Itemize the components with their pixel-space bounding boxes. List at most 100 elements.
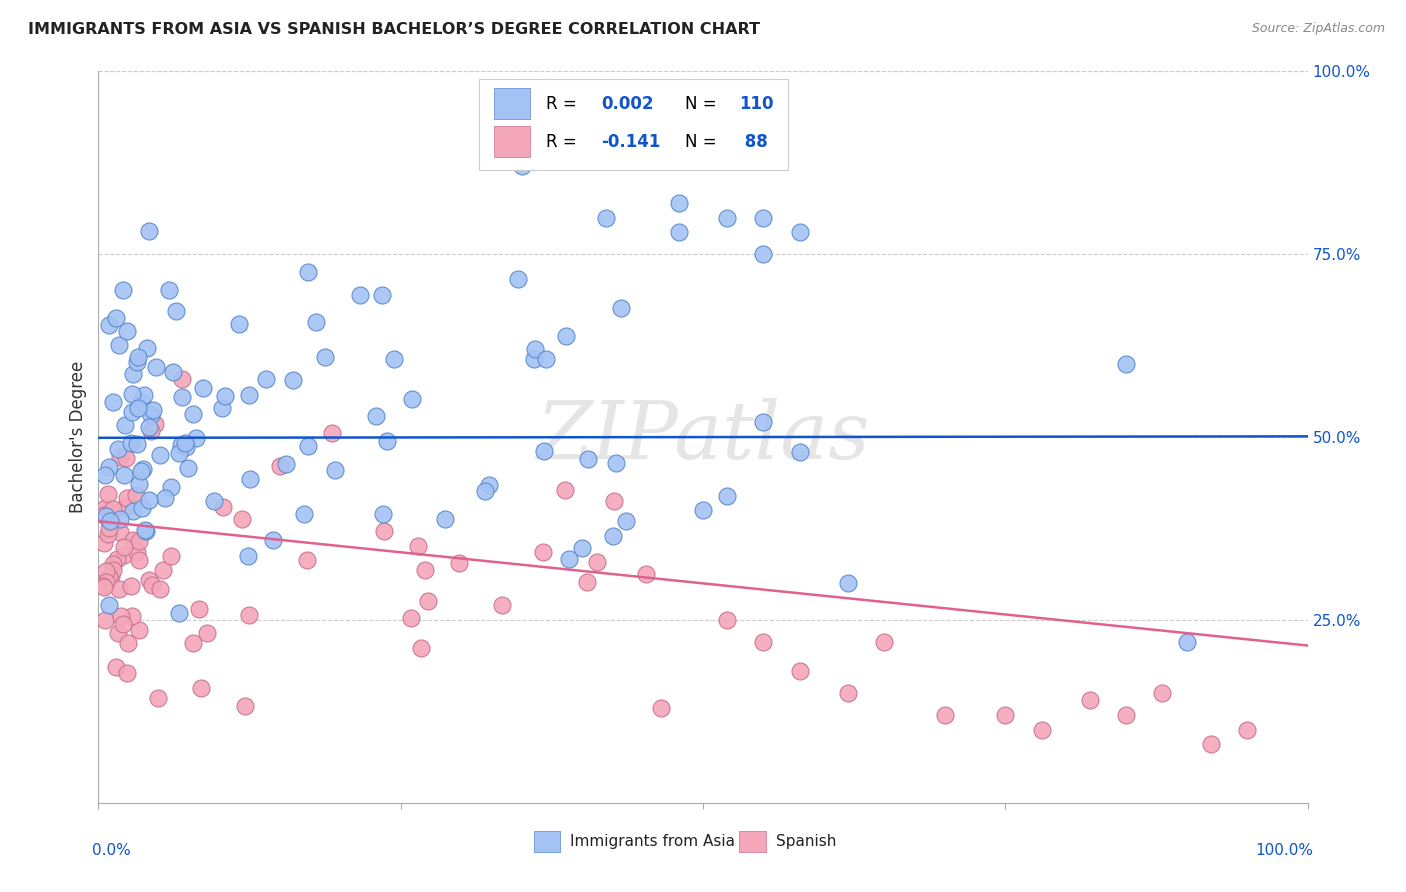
Point — [115, 665, 138, 680]
Point — [605, 456, 627, 470]
Point — [149, 448, 172, 462]
Point — [668, 225, 690, 239]
Point — [125, 437, 148, 451]
Point — [1152, 686, 1174, 700]
Point — [321, 426, 343, 441]
Point — [146, 691, 169, 706]
Point — [107, 626, 129, 640]
Point — [554, 328, 576, 343]
Point — [274, 457, 297, 471]
Bar — [494, 126, 530, 157]
Point — [124, 488, 146, 502]
Bar — [740, 831, 766, 852]
Point — [595, 211, 617, 225]
Point — [121, 609, 143, 624]
Point — [132, 387, 155, 401]
Point — [576, 452, 599, 467]
Point — [370, 287, 392, 301]
Point — [93, 467, 115, 482]
Point — [108, 524, 131, 539]
Point — [716, 489, 738, 503]
Point — [135, 342, 157, 356]
Point — [349, 287, 371, 301]
Text: IMMIGRANTS FROM ASIA VS SPANISH BACHELOR’S DEGREE CORRELATION CHART: IMMIGRANTS FROM ASIA VS SPANISH BACHELOR… — [28, 22, 761, 37]
Point — [101, 502, 124, 516]
Point — [141, 402, 163, 417]
Point — [100, 569, 122, 583]
Point — [375, 434, 398, 448]
Point — [373, 524, 395, 539]
Text: R =: R = — [546, 133, 582, 151]
Point — [789, 444, 811, 458]
Point — [254, 372, 277, 386]
Point — [145, 359, 167, 374]
Point — [1236, 723, 1258, 737]
Point — [94, 564, 117, 578]
Point — [166, 303, 188, 318]
Point — [478, 477, 501, 491]
Text: 100.0%: 100.0% — [1256, 843, 1313, 858]
Point — [211, 401, 233, 415]
Point — [100, 515, 122, 529]
Point — [160, 480, 183, 494]
Point — [716, 211, 738, 225]
Point — [1199, 737, 1222, 751]
Point — [167, 446, 190, 460]
Point — [105, 552, 128, 566]
Point — [94, 575, 117, 590]
Point — [314, 351, 336, 365]
Point — [305, 315, 328, 329]
Point — [129, 464, 152, 478]
Point — [752, 247, 775, 261]
Point — [575, 575, 598, 590]
Point — [121, 405, 143, 419]
Point — [406, 539, 429, 553]
Point — [184, 431, 207, 445]
Point — [114, 418, 136, 433]
Point — [94, 508, 117, 523]
Point — [152, 563, 174, 577]
Point — [108, 582, 131, 596]
Point — [371, 507, 394, 521]
Point — [129, 395, 152, 409]
Point — [121, 387, 143, 401]
Point — [183, 636, 205, 650]
Point — [292, 507, 315, 521]
Point — [531, 545, 554, 559]
Point — [97, 521, 120, 535]
Point — [533, 443, 555, 458]
Point — [98, 515, 121, 529]
Point — [104, 660, 127, 674]
Point — [115, 450, 138, 465]
Text: Spanish: Spanish — [776, 834, 837, 849]
Point — [170, 372, 193, 386]
Point — [174, 440, 197, 454]
Point — [399, 611, 422, 625]
Text: Immigrants from Asia: Immigrants from Asia — [569, 834, 735, 849]
Point — [97, 598, 120, 612]
Point — [188, 602, 211, 616]
Point — [1115, 357, 1137, 371]
Point — [474, 484, 496, 499]
Point — [231, 511, 253, 525]
Point — [94, 613, 117, 627]
Point — [97, 487, 120, 501]
Point — [138, 492, 160, 507]
Point — [214, 389, 236, 403]
Point — [121, 368, 143, 382]
Point — [401, 392, 423, 406]
Point — [191, 381, 214, 395]
Point — [117, 324, 139, 338]
Point — [110, 512, 132, 526]
Point — [558, 552, 581, 566]
Point — [117, 491, 139, 506]
Point — [228, 318, 250, 332]
Point — [752, 635, 775, 649]
Point — [155, 491, 177, 506]
Point — [149, 582, 172, 596]
Point — [173, 435, 195, 450]
Point — [262, 533, 284, 548]
Point — [111, 617, 134, 632]
Point — [170, 438, 193, 452]
Point — [94, 501, 117, 516]
